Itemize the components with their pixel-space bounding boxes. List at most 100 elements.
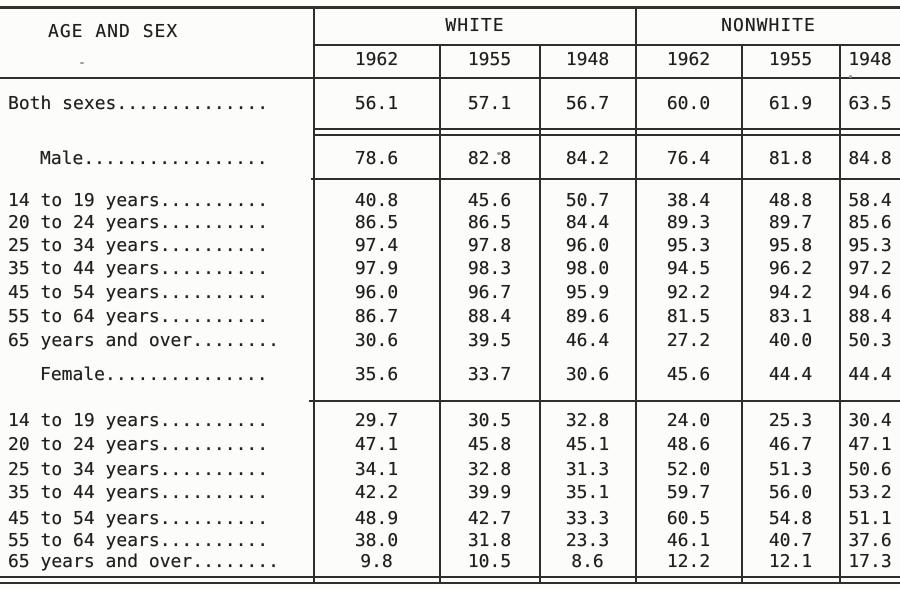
value-cell: 33.7 <box>467 364 512 385</box>
table-row: Both sexes.............. 56.1 57.1 56.7 60.0… <box>0 93 900 115</box>
table-row: 45 to 54 years.......... 48.9 42.7 33.3 60.5… <box>0 508 900 530</box>
value-cell: 81.5 <box>666 306 711 327</box>
value-cell: 47.1 <box>848 434 892 455</box>
value-cell: 46.7 <box>768 434 813 455</box>
value-cell: 60.5 <box>666 508 711 529</box>
value-cell: 96.7 <box>467 282 512 303</box>
value-cell: 45.6 <box>467 190 512 211</box>
row-label: Female............... <box>40 364 268 385</box>
rule-table-bottom-1 <box>0 576 900 578</box>
rule-under-year-headers <box>0 77 900 79</box>
table-row: 14 to 19 years.......... 29.7 30.5 32.8 24.0… <box>0 410 900 432</box>
value-cell: 96.0 <box>565 235 610 256</box>
value-cell: 35.1 <box>565 482 610 503</box>
table-row: 55 to 64 years.......... 38.0 31.8 23.3 46.1… <box>0 530 900 552</box>
value-cell: 33.3 <box>565 508 610 529</box>
row-label: 35 to 44 years.......... <box>8 482 269 503</box>
value-cell: 10.5 <box>467 551 512 572</box>
value-cell: 88.4 <box>848 306 892 327</box>
value-cell: 97.8 <box>467 235 512 256</box>
year-header-nonwhite-1948: 1948 <box>848 49 892 70</box>
value-cell: 97.4 <box>354 235 399 256</box>
column-header-age-and-sex: AGE AND SEX <box>48 21 179 42</box>
value-cell: 94.6 <box>848 282 892 303</box>
row-label: Both sexes.............. <box>8 93 269 114</box>
table-row: 35 to 44 years.......... 42.2 39.9 35.1 59.7… <box>0 482 900 504</box>
row-label: 45 to 54 years.......... <box>8 282 269 303</box>
value-cell: 89.7 <box>768 212 813 233</box>
value-cell: 42.2 <box>354 482 399 503</box>
value-cell: 98.0 <box>565 258 610 279</box>
year-header-white-1948: 1948 <box>565 49 610 70</box>
row-label: 20 to 24 years.......... <box>8 434 269 455</box>
value-cell: 45.6 <box>666 364 711 385</box>
value-cell: 40.0 <box>768 330 813 351</box>
rule-double-bothsexes-1 <box>313 128 900 130</box>
scan-artifact <box>80 62 84 64</box>
row-label: 55 to 64 years.......... <box>8 530 269 551</box>
rule-table-top <box>0 6 900 9</box>
row-label: 14 to 19 years.......... <box>8 190 269 211</box>
row-label: 25 to 34 years.......... <box>8 459 269 480</box>
row-label: 65 years and over........ <box>8 551 279 572</box>
value-cell: 44.4 <box>768 364 813 385</box>
table-row: 20 to 24 years.......... 86.5 86.5 84.4 89.3… <box>0 212 900 234</box>
value-cell: 40.7 <box>768 530 813 551</box>
value-cell: 44.4 <box>848 364 892 385</box>
rule-white-1955-1948-divider <box>539 44 541 584</box>
value-cell: 35.6 <box>354 364 399 385</box>
value-cell: 98.3 <box>467 258 512 279</box>
value-cell: 97.9 <box>354 258 399 279</box>
value-cell: 86.5 <box>354 212 399 233</box>
rule-under-female-row <box>309 400 900 402</box>
table-row: 45 to 54 years.......... 96.0 96.7 95.9 92.2… <box>0 282 900 304</box>
value-cell: 48.9 <box>354 508 399 529</box>
value-cell: 46.1 <box>666 530 711 551</box>
value-cell: 63.5 <box>848 93 892 114</box>
value-cell: 85.6 <box>848 212 892 233</box>
value-cell: 89.3 <box>666 212 711 233</box>
value-cell: 39.5 <box>467 330 512 351</box>
table-row: 25 to 34 years.......... 34.1 32.8 31.3 52.0… <box>0 459 900 481</box>
value-cell: 50.7 <box>565 190 610 211</box>
rule-label-column-divider <box>313 6 315 584</box>
value-cell: 32.8 <box>565 410 610 431</box>
rule-white-1962-1955-divider <box>439 44 441 584</box>
year-header-nonwhite-1962: 1962 <box>666 49 711 70</box>
value-cell: 30.6 <box>565 364 610 385</box>
value-cell: 78.6 <box>354 148 399 169</box>
rule-nonwhite-1962-1955-divider <box>741 44 743 584</box>
table-row: 65 years and over........ 30.6 39.5 46.4 27.… <box>0 330 900 352</box>
value-cell: 56.7 <box>565 93 610 114</box>
row-label: 14 to 19 years.......... <box>8 410 269 431</box>
value-cell: 51.3 <box>768 459 813 480</box>
value-cell: 52.0 <box>666 459 711 480</box>
rule-white-nonwhite-divider <box>635 6 637 584</box>
value-cell: 61.9 <box>768 93 813 114</box>
value-cell: 38.4 <box>666 190 711 211</box>
table-row: 65 years and over........ 9.8 10.5 8.6 12.2 1… <box>0 551 900 573</box>
value-cell: 94.5 <box>666 258 711 279</box>
value-cell: 12.2 <box>666 551 711 572</box>
value-cell: 81.8 <box>768 148 813 169</box>
value-cell: 50.3 <box>848 330 892 351</box>
value-cell: 56.0 <box>768 482 813 503</box>
table-row: 20 to 24 years.......... 47.1 45.8 45.1 48.6… <box>0 434 900 456</box>
value-cell: 48.6 <box>666 434 711 455</box>
value-cell: 45.8 <box>467 434 512 455</box>
value-cell: 40.8 <box>354 190 399 211</box>
value-cell: 89.6 <box>565 306 610 327</box>
rule-double-bothsexes-2 <box>313 133 900 136</box>
value-cell: 45.1 <box>565 434 610 455</box>
value-cell: 56.1 <box>354 93 399 114</box>
rule-under-male-row <box>311 178 900 180</box>
year-header-white-1955: 1955 <box>467 49 512 70</box>
value-cell: 24.0 <box>666 410 711 431</box>
column-group-white: WHITE <box>445 15 505 36</box>
value-cell: 12.1 <box>768 551 813 572</box>
value-cell: 95.3 <box>848 235 892 256</box>
year-header-nonwhite-1955: 1955 <box>768 49 813 70</box>
value-cell: 30.5 <box>467 410 512 431</box>
value-cell: 82.8 <box>467 148 512 169</box>
scan-artifact <box>497 152 501 155</box>
